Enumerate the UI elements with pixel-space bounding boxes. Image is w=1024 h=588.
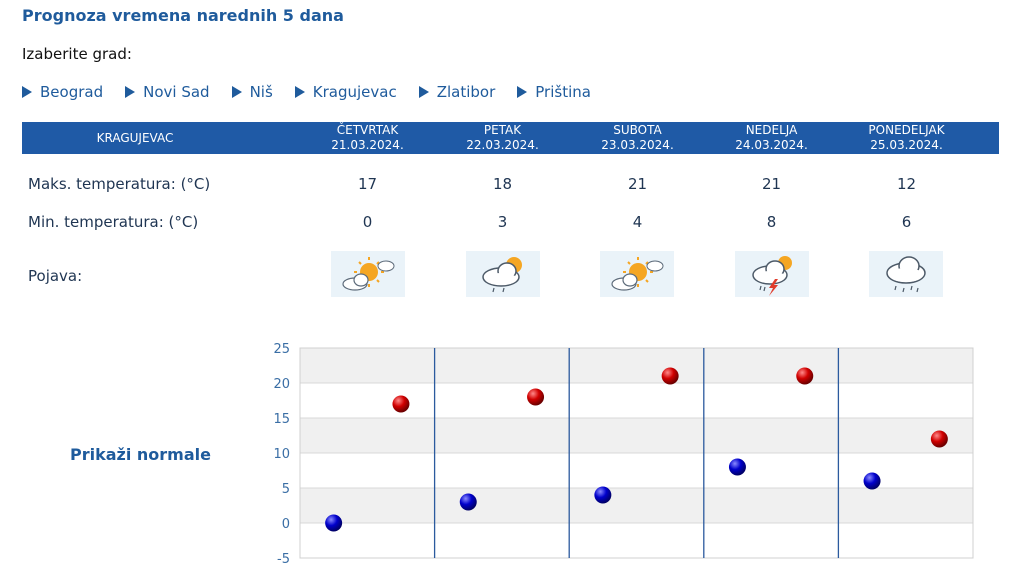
max-temp-value: 21	[761, 175, 782, 193]
chart-band	[300, 523, 973, 558]
max-temp-label: Maks. temperatura: (°C)	[28, 175, 211, 193]
min-temp-marker	[728, 458, 746, 476]
max-temp-value: 12	[896, 175, 917, 193]
city-link-label: Niš	[249, 83, 273, 101]
chart-plot-border	[299, 347, 974, 559]
day-date: 21.03.2024.	[331, 138, 404, 152]
city-link-pristina[interactable]: Priština	[517, 83, 591, 101]
max-temp-value: 17	[357, 175, 378, 193]
sun-rain-cloud-icon	[466, 251, 540, 297]
max-temp-marker	[527, 388, 545, 406]
day-date: 24.03.2024.	[735, 138, 808, 152]
arrow-right-icon	[231, 86, 242, 98]
city-link-zlatibor[interactable]: Zlatibor	[418, 83, 496, 101]
max-temp-value: 18	[492, 175, 513, 193]
arrow-right-icon	[125, 86, 136, 98]
city-link-beograd[interactable]: Beograd	[22, 83, 103, 101]
min-temp-marker	[459, 493, 477, 511]
chart-y-tick-label: -5	[277, 552, 290, 567]
min-temp-value: 6	[901, 213, 912, 231]
chart-y-tick-label: 20	[273, 377, 290, 392]
day-name: PONEDELJAK	[868, 123, 945, 137]
max-temp-marker	[930, 430, 948, 448]
min-temp-value: 3	[497, 213, 508, 231]
arrow-right-icon	[517, 86, 528, 98]
arrow-right-icon	[418, 86, 429, 98]
city-link-label: Beograd	[40, 83, 104, 101]
arrow-right-icon	[22, 86, 32, 98]
show-normals-link[interactable]: Prikaži normale	[70, 445, 211, 464]
city-link-novi-sad[interactable]: Novi Sad	[125, 83, 210, 101]
max-temp-marker	[796, 367, 814, 385]
min-temp-marker	[594, 486, 612, 504]
city-link-label: Novi Sad	[143, 83, 210, 101]
chart-y-tick-label: 0	[282, 517, 290, 532]
day-date: 23.03.2024.	[601, 138, 674, 152]
chart-band	[300, 383, 973, 418]
choose-city-label: Izaberite grad:	[22, 45, 132, 63]
city-link-nis[interactable]: Niš	[231, 83, 273, 101]
day-name: ČETVRTAK	[336, 123, 399, 137]
chart-band	[300, 488, 973, 523]
chart-y-tick-label: 10	[273, 447, 290, 462]
page-title: Prognoza vremena narednih 5 dana	[22, 6, 344, 25]
min-temp-value: 0	[362, 213, 373, 231]
chart-y-tick-label: 25	[273, 342, 290, 357]
sun-cloud-icon	[331, 251, 405, 297]
chart-band	[300, 348, 973, 383]
day-header: PETAK 22.03.2024.	[435, 123, 570, 153]
city-link-label: Kragujevac	[312, 83, 397, 101]
min-temp-label: Min. temperatura: (°C)	[28, 213, 199, 231]
day-name: NEDELJA	[745, 123, 798, 137]
min-temp-value: 8	[766, 213, 777, 231]
min-temp-marker	[863, 472, 881, 490]
day-header: SUBOTA 23.03.2024.	[570, 123, 705, 153]
max-temp-marker	[392, 395, 410, 413]
chart-y-tick-label: 5	[282, 482, 290, 497]
city-name: KRAGUJEVAC	[96, 131, 174, 145]
min-temp-marker	[325, 514, 343, 532]
city-list: Beograd Novi Sad Niš Kragujevac Zlatibor…	[22, 83, 591, 101]
forecast-header: KRAGUJEVAC ČETVRTAK 21.03.2024. PETAK 22.0…	[22, 122, 999, 154]
max-temp-marker	[661, 367, 679, 385]
chart-band	[300, 418, 973, 453]
day-date: 25.03.2024.	[870, 138, 943, 152]
max-temp-value: 21	[627, 175, 648, 193]
min-temp-value: 4	[632, 213, 643, 231]
chart-band	[300, 453, 973, 488]
day-date: 22.03.2024.	[466, 138, 539, 152]
day-header: PONEDELJAK 25.03.2024.	[839, 123, 974, 153]
day-header: ČETVRTAK 21.03.2024.	[300, 123, 435, 153]
rain-cloud-icon	[869, 251, 943, 297]
day-name: PETAK	[483, 123, 522, 137]
city-link-label: Priština	[535, 83, 591, 101]
city-link-kragujevac[interactable]: Kragujevac	[294, 83, 397, 101]
sun-cloud-icon	[600, 251, 674, 297]
arrow-right-icon	[294, 86, 305, 98]
thunderstorm-icon	[735, 251, 809, 297]
phenomenon-label: Pojava:	[28, 267, 83, 285]
chart-y-tick-label: 15	[273, 412, 290, 427]
city-link-label: Zlatibor	[436, 83, 496, 101]
day-header: NEDELJA 24.03.2024.	[704, 123, 839, 153]
day-name: SUBOTA	[613, 123, 662, 137]
